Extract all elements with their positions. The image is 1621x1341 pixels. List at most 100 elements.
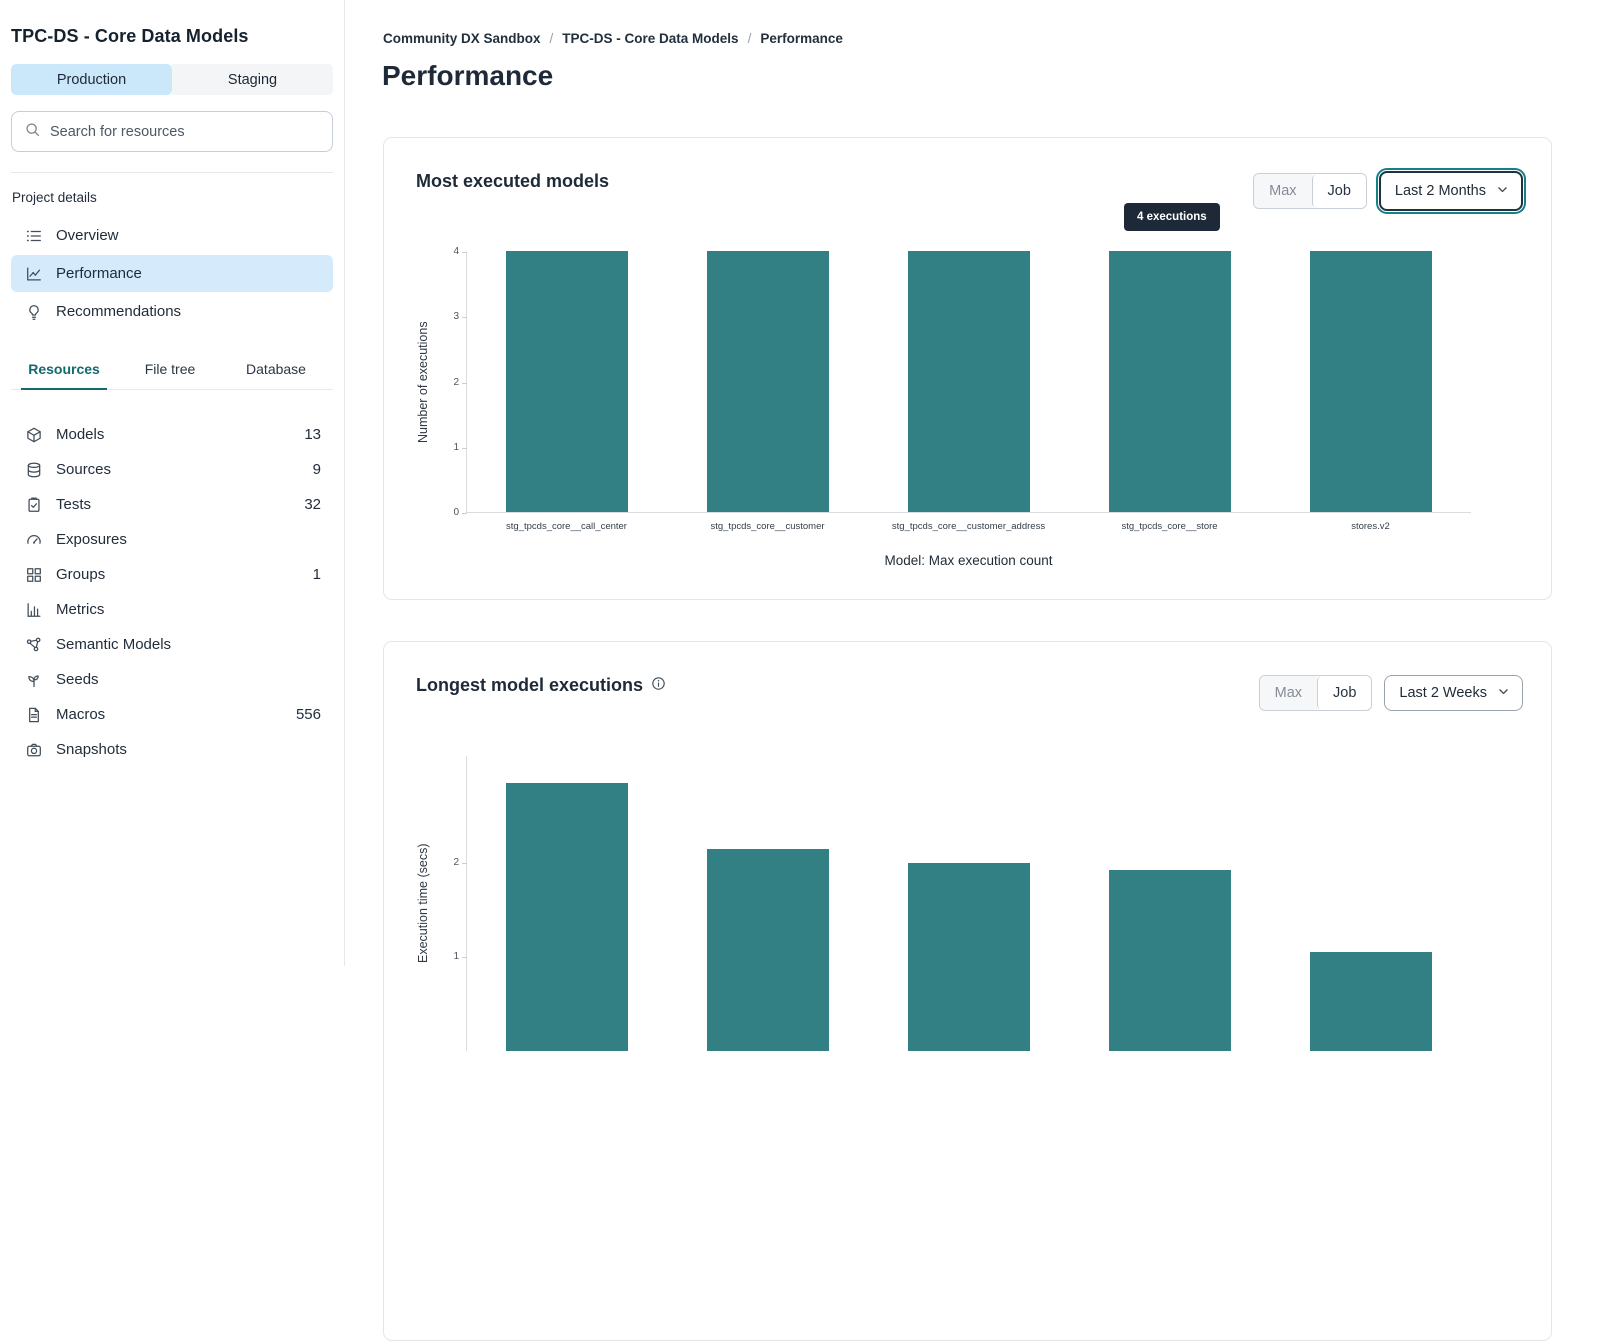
- grid-icon: [25, 566, 43, 584]
- sidebar-item-label: Performance: [56, 265, 142, 282]
- resource-item-tests[interactable]: Tests 32: [11, 487, 333, 522]
- resource-tabs: Resources File tree Database: [11, 361, 333, 390]
- resource-item-metrics[interactable]: Metrics: [11, 592, 333, 627]
- date-range-value: Last 2 Months: [1394, 183, 1486, 199]
- resource-count: 556: [295, 706, 321, 723]
- max-button[interactable]: Max: [1254, 174, 1312, 208]
- x-tick-label: stg_tpcds_core__customer_address: [891, 521, 1046, 532]
- y-tick-label: 2: [453, 376, 459, 388]
- bar-chart-icon: [25, 601, 43, 619]
- sidebar-item-performance[interactable]: Performance: [11, 255, 333, 292]
- y-tick-label: 3: [453, 311, 459, 323]
- y-tick-label: 1: [453, 441, 459, 453]
- resource-item-macros[interactable]: Macros 556: [11, 697, 333, 732]
- bar-column-1[interactable]: [506, 783, 629, 1051]
- resource-item-snapshots[interactable]: Snapshots: [11, 732, 333, 767]
- sidebar-item-recommendations[interactable]: Recommendations: [11, 293, 333, 330]
- breadcrumb-link-0[interactable]: Community DX Sandbox: [383, 31, 541, 46]
- bar-stg_tpcds_core__store[interactable]: [1108, 251, 1231, 512]
- sidebar-item-overview[interactable]: Overview: [11, 217, 333, 254]
- tab-database[interactable]: Database: [246, 361, 306, 377]
- info-icon[interactable]: [651, 675, 666, 696]
- resource-item-exposures[interactable]: Exposures: [11, 522, 333, 557]
- database-icon: [25, 461, 43, 479]
- date-range-dropdown[interactable]: Last 2 Months: [1378, 171, 1523, 211]
- environment-tabs: Production Staging: [11, 64, 333, 95]
- tab-file-tree[interactable]: File tree: [144, 361, 196, 377]
- y-tick-label: 2: [453, 857, 459, 868]
- job-button[interactable]: Job: [1317, 676, 1372, 710]
- search-icon: [24, 121, 41, 143]
- bar-slot: [668, 251, 869, 512]
- resource-item-groups[interactable]: Groups 1: [11, 557, 333, 592]
- sidebar-divider: [11, 172, 333, 173]
- resource-label: Tests: [56, 496, 92, 513]
- y-tick-mark: [462, 447, 467, 449]
- most-executed-models-card: Most executed models Max Job Last 2 Mont…: [383, 137, 1552, 600]
- project-details-label: Project details: [12, 190, 97, 205]
- sidebar: TPC-DS - Core Data Models Production Stag…: [0, 0, 345, 966]
- chevron-down-icon: [1497, 685, 1510, 702]
- resource-item-seeds[interactable]: Seeds: [11, 662, 333, 697]
- bar-column-3[interactable]: [907, 863, 1030, 1051]
- plot-area: 0 1 2 3 4: [453, 246, 1471, 518]
- cube-icon: [25, 426, 43, 444]
- tab-resources[interactable]: Resources: [11, 361, 117, 390]
- lightbulb-icon: [25, 303, 43, 321]
- bar-stg_tpcds_core__customer_address[interactable]: [907, 251, 1030, 512]
- env-tab-production[interactable]: Production: [11, 64, 172, 95]
- card-title: Longest model executions: [416, 675, 666, 696]
- y-tick-label: 0: [453, 507, 459, 518]
- resource-label: Seeds: [56, 671, 99, 688]
- resource-count: 9: [312, 461, 321, 478]
- bar-column-4[interactable]: [1108, 869, 1231, 1051]
- sidebar-item-label: Overview: [56, 227, 119, 244]
- bar-slot: [467, 251, 668, 512]
- y-axis-label: Execution time (secs): [416, 843, 430, 964]
- bar-stg_tpcds_core__customer[interactable]: [707, 251, 830, 512]
- breadcrumb-separator: /: [747, 31, 752, 46]
- line-chart-icon: [25, 265, 43, 283]
- resource-label: Snapshots: [56, 741, 127, 758]
- resource-item-models[interactable]: Models 13: [11, 417, 333, 452]
- y-tick-mark: [462, 513, 467, 514]
- y-axis-label: Number of executions: [416, 321, 430, 444]
- breadcrumb-separator: /: [549, 31, 554, 46]
- search-input[interactable]: [50, 123, 320, 140]
- job-button[interactable]: Job: [1311, 174, 1366, 208]
- resource-label: Exposures: [56, 531, 127, 548]
- resource-label: Models: [56, 426, 105, 443]
- project-title: TPC-DS - Core Data Models: [11, 26, 249, 46]
- search-box[interactable]: [11, 111, 333, 152]
- resource-label: Sources: [56, 461, 112, 478]
- max-job-toggle: Max Job: [1258, 675, 1373, 711]
- longest-model-executions-card: Longest model executions Max Job Last 2 …: [383, 641, 1552, 1341]
- bar-slot: [869, 251, 1070, 512]
- date-range-dropdown[interactable]: Last 2 Weeks: [1384, 675, 1523, 711]
- x-tick-label: stg_tpcds_core__store: [1121, 521, 1218, 532]
- max-button[interactable]: Max: [1259, 676, 1318, 710]
- x-tick-label: stg_tpcds_core__customer: [710, 521, 825, 532]
- date-range-value: Last 2 Weeks: [1399, 685, 1487, 701]
- breadcrumb: Community DX Sandbox / TPC-DS - Core Data …: [383, 31, 843, 46]
- resource-item-sources[interactable]: Sources 9: [11, 452, 333, 487]
- y-tick-label: 1: [453, 951, 459, 962]
- file-text-icon: [25, 706, 43, 724]
- chevron-down-icon: [1496, 183, 1509, 200]
- bar-slot: [1270, 251, 1471, 512]
- project-nav: Overview Performance Recommendations: [11, 217, 333, 330]
- env-tab-staging[interactable]: Staging: [172, 64, 333, 95]
- resource-item-semantic-models[interactable]: Semantic Models: [11, 627, 333, 662]
- bar-stg_tpcds_core__call_center[interactable]: [506, 251, 629, 512]
- bar-column-2[interactable]: [707, 848, 830, 1051]
- main-content: Community DX Sandbox / TPC-DS - Core Data …: [346, 0, 1621, 1341]
- list-icon: [25, 227, 43, 245]
- bar-column-5[interactable]: [1309, 952, 1432, 1051]
- x-tick-label: stores.v2: [1351, 521, 1390, 532]
- resource-label: Macros: [56, 706, 106, 723]
- bar-stores.v2[interactable]: [1309, 251, 1432, 512]
- bar-slot: [1270, 783, 1471, 1051]
- breadcrumb-link-1[interactable]: TPC-DS - Core Data Models: [562, 31, 739, 46]
- x-tick-label: stg_tpcds_core__call_center: [506, 521, 627, 532]
